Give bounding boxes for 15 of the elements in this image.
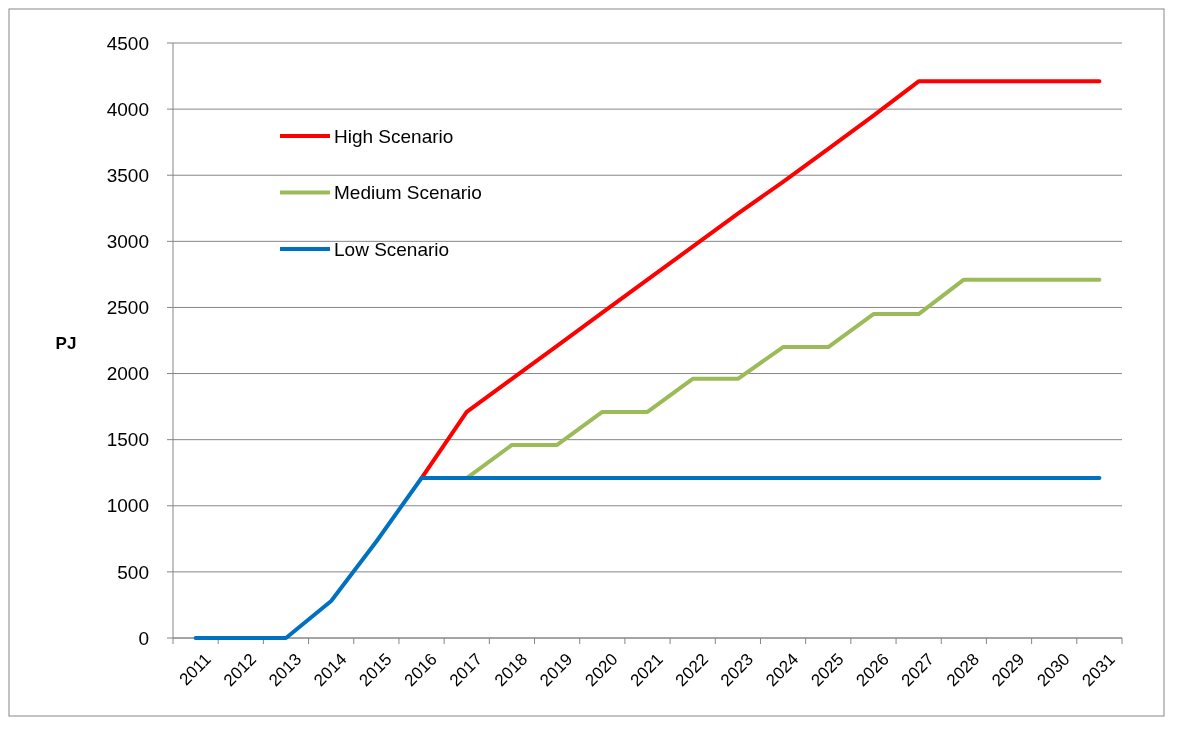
line-series	[193, 476, 1102, 640]
legend-label: Medium Scenario	[334, 182, 482, 204]
y-tick-label: 4000	[106, 98, 149, 120]
y-tick-label: 500	[117, 561, 149, 583]
y-tick-label: 1500	[106, 429, 149, 451]
legend-label: Low Scenario	[334, 238, 450, 260]
y-tick-label: 2500	[106, 297, 149, 319]
y-tick-label: 2000	[106, 363, 149, 385]
y-axis-title: PJ	[55, 333, 77, 353]
y-tick-label: 3500	[106, 164, 149, 186]
y-tick-label: 0	[138, 627, 149, 649]
y-tick-label: 1000	[106, 495, 149, 517]
y-tick-label: 3000	[106, 230, 149, 252]
legend-label: High Scenario	[334, 125, 454, 147]
y-tick-label: 4500	[106, 32, 149, 54]
